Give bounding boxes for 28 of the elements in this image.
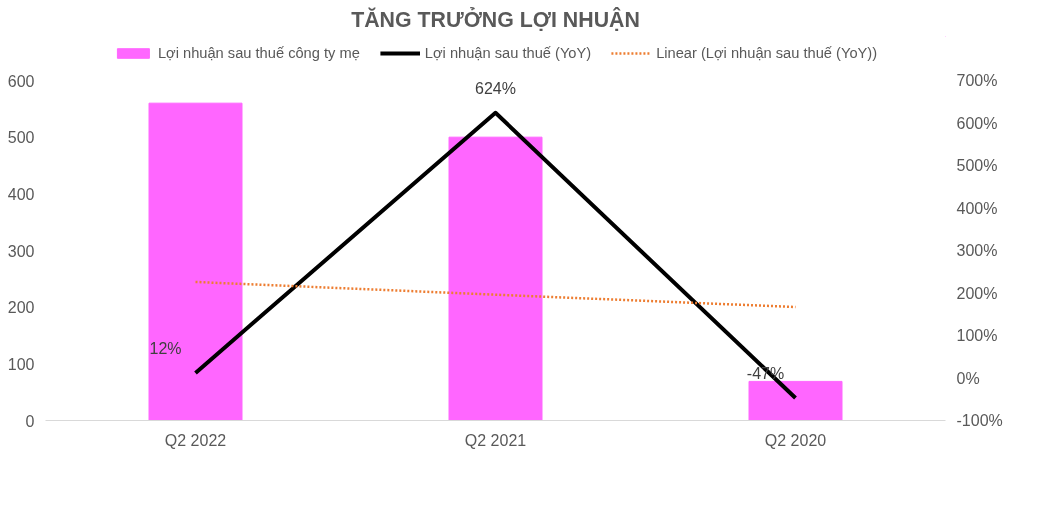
bar — [148, 102, 243, 421]
y2-tick-label: 700% — [956, 72, 998, 89]
y-tick-label: 600 — [7, 72, 35, 90]
y-tick-label: 200 — [7, 299, 35, 317]
x-tick-label: Q2 2020 — [764, 431, 827, 449]
y2-tick-label: -100% — [956, 412, 1003, 429]
y2-tick-label: 300% — [956, 242, 998, 259]
chart-title: TĂNG TRƯỞNG LỢI NHUẬN — [351, 6, 640, 32]
y2-tick-label: 400% — [956, 199, 998, 217]
y-tick-label: 400 — [7, 185, 35, 203]
y-tick-label: 500 — [7, 129, 35, 147]
legend-label: Lợi nhuận sau thuế công ty mẹ — [157, 45, 360, 61]
data-label: 12% — [149, 339, 182, 357]
bar — [748, 380, 843, 421]
y2-tick-label: 100% — [956, 327, 998, 344]
y2-tick-label: 600% — [956, 114, 998, 132]
x-tick-label: Q2 2021 — [464, 431, 527, 449]
legend-label: Linear (Lợi nhuận sau thuế (YoY)) — [656, 45, 878, 61]
y-tick-label: 0 — [25, 412, 35, 430]
y2-tick-label: 0% — [956, 369, 980, 387]
data-label: 624% — [475, 79, 516, 97]
x-tick-label: Q2 2022 — [164, 431, 227, 449]
y2-tick-label: 200% — [956, 284, 998, 302]
y-tick-label: 100 — [7, 355, 35, 373]
bar — [448, 136, 543, 421]
y-tick-label: 300 — [7, 242, 35, 260]
y2-tick-label: 500% — [956, 157, 998, 174]
legend-label: Lợi nhuận sau thuế (YoY) — [424, 45, 592, 61]
